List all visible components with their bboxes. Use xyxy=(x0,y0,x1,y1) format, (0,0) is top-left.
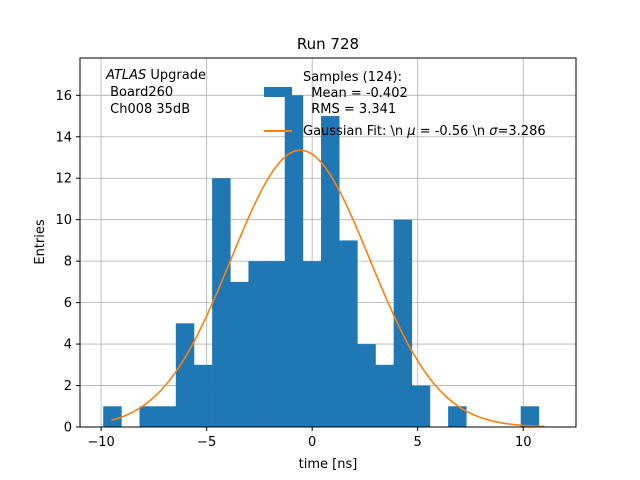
y-axis-ticks: 0 2 4 6 8 10 12 14 16 xyxy=(55,89,80,436)
x-axis-label: time [ns] xyxy=(299,457,358,472)
histogram-bar xyxy=(193,364,213,427)
y-tick-label: 0 xyxy=(64,421,72,436)
annotation-line-3: Ch008 35dB xyxy=(106,102,190,117)
annotation-line-2: Board260 xyxy=(106,85,173,100)
histogram-bar xyxy=(520,406,540,427)
histogram-bar xyxy=(375,364,394,427)
histogram-bar xyxy=(339,240,358,427)
legend-histogram-label-line-3: RMS = 3.341 xyxy=(303,102,396,117)
x-tick-label: −5 xyxy=(197,435,216,450)
y-axis-label: Entries xyxy=(33,219,48,265)
gaussian-fit-layer xyxy=(111,149,545,428)
x-tick-label: −10 xyxy=(87,435,114,450)
annotation-line-1: ATLAS Upgrade xyxy=(105,68,206,83)
histogram-bar xyxy=(284,95,304,427)
histogram-bar xyxy=(139,406,158,427)
axes-frame xyxy=(79,57,577,428)
gaussian-fit-curve xyxy=(111,149,545,428)
x-tick-label: 5 xyxy=(414,435,422,450)
histogram-bar xyxy=(448,406,467,427)
y-tick-label: 16 xyxy=(55,89,72,104)
y-tick-label: 12 xyxy=(55,172,72,187)
histogram-bar xyxy=(103,406,122,427)
y-tick-label: 4 xyxy=(64,338,72,353)
histogram-bar xyxy=(411,385,431,427)
y-tick-label: 10 xyxy=(55,213,72,228)
histogram-bar xyxy=(175,323,195,427)
legend-fit-label: Gaussian Fit: \n μ = -0.56 \n σ=3.286 xyxy=(303,124,546,139)
chart-title: Run 728 xyxy=(297,35,359,53)
plot-area: −10 −5 0 5 10 0 2 4 6 8 10 12 14 16 xyxy=(55,57,577,450)
x-tick-label: 0 xyxy=(308,435,316,450)
histogram-bar xyxy=(357,344,376,427)
histogram-bar xyxy=(248,261,267,427)
legend-histogram-label-line-1: Samples (124): xyxy=(303,70,402,85)
annotation-box: ATLAS Upgrade Board260 Ch008 35dB xyxy=(105,68,206,117)
histogram-bar xyxy=(302,261,322,427)
legend-histogram-label-line-2: Mean = -0.402 xyxy=(303,86,408,101)
annotation-atlas-word: ATLAS xyxy=(105,68,146,83)
histogram-bar xyxy=(266,261,286,427)
x-axis-ticks: −10 −5 0 5 10 xyxy=(87,427,532,450)
histogram-bar xyxy=(321,116,340,427)
x-tick-label: 10 xyxy=(515,435,532,450)
y-tick-label: 2 xyxy=(64,379,72,394)
legend-histogram-swatch xyxy=(264,87,292,97)
annotation-upgrade-word: Upgrade xyxy=(146,68,206,83)
y-tick-label: 6 xyxy=(64,296,72,311)
legend: Samples (124): Mean = -0.402 RMS = 3.341… xyxy=(264,70,546,139)
histogram-bar xyxy=(393,219,413,427)
y-tick-label: 14 xyxy=(55,130,72,145)
histogram-bar xyxy=(157,406,177,427)
histogram-bar xyxy=(230,281,249,427)
y-tick-label: 8 xyxy=(64,255,72,270)
histogram-bar xyxy=(212,178,231,427)
